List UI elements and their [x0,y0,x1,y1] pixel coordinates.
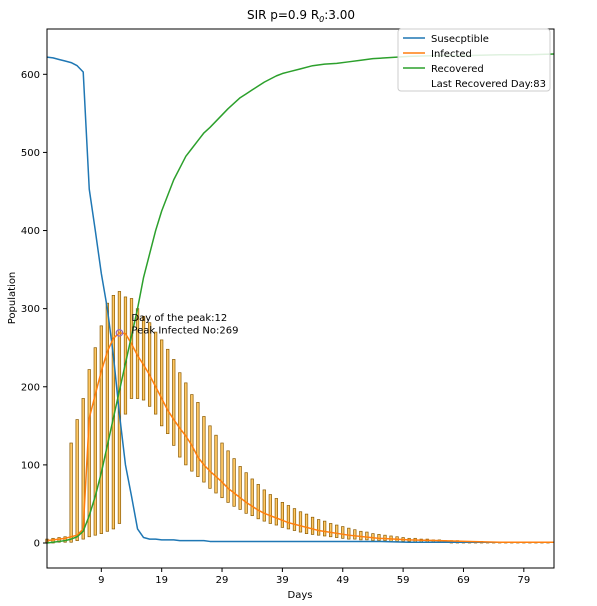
range-bar-day-50 [348,528,351,539]
range-bar-day-28 [215,435,218,493]
range-bar-day-43 [305,514,308,534]
range-bar-day-42 [299,512,302,532]
range-bar-day-47 [329,523,332,536]
peak-infected-annotation: Peak Infected No:269 [131,325,238,336]
range-bar-day-10 [106,303,109,531]
range-bar-day-37 [269,495,272,524]
range-bar-day-5 [76,420,79,541]
chart-title-main: SIR p=0.9 R [247,8,319,22]
y-tick-label-600: 600 [21,70,40,81]
legend: Susecptible Infected Recovered Last Reco… [398,29,550,91]
y-tick-label-0: 0 [34,539,40,550]
range-bar-day-34 [251,479,254,516]
range-bar-day-24 [191,395,194,472]
range-bar-day-25 [197,402,200,476]
legend-label-infected: Infected [431,49,472,60]
x-tick-label-9: 9 [98,575,104,586]
y-tick-label-400: 400 [21,226,40,237]
range-bar-day-23 [185,383,188,465]
range-bar-day-45 [317,520,320,536]
range-bar-day-30 [227,451,230,503]
range-bar-day-9 [100,326,103,534]
y-tick-label-200: 200 [21,382,40,393]
range-bar-day-22 [179,373,182,457]
range-bar-day-53 [366,532,369,540]
range-bar-day-49 [341,527,344,539]
range-bar-day-35 [257,484,260,518]
x-tick-label-59: 59 [397,575,410,586]
range-bar-day-48 [335,525,338,538]
range-bar-day-51 [354,530,357,539]
range-bar-day-52 [360,531,363,540]
range-bar-day-4 [70,443,73,542]
range-bar-day-38 [275,498,278,525]
range-bar-day-46 [323,521,326,536]
y-tick-label-500: 500 [21,148,40,159]
peak-annotation: Day of the peak:12 Peak Infected No:269 [131,313,238,337]
range-bar-day-18 [154,332,157,414]
x-axis-title: Days [288,590,313,601]
range-bar-day-20 [166,349,169,433]
chart-title-suffix: :3.00 [324,8,355,22]
range-bar-day-19 [160,340,163,426]
range-bar-day-8 [94,348,97,535]
y-tick-label-300: 300 [21,304,40,315]
range-bar-day-32 [239,466,242,509]
y-axis-title: Population [7,272,18,325]
range-bar-day-41 [293,509,296,531]
range-bar-day-40 [287,506,290,529]
range-bar-day-33 [245,473,248,514]
y-tick-label-100: 100 [21,460,40,471]
range-bar-day-13 [124,297,127,414]
range-bar-day-27 [209,426,212,488]
range-bar-day-21 [172,359,175,445]
legend-label-susceptible: Susecptible [431,34,489,45]
x-tick-label-49: 49 [336,575,349,586]
chart-title: SIR p=0.9 R0:3.00 [247,8,355,24]
range-bar-day-29 [221,443,224,498]
range-bar-day-31 [233,459,236,507]
x-tick-label-39: 39 [276,575,289,586]
legend-label-recovered: Recovered [431,64,484,75]
x-tick-label-79: 79 [517,575,530,586]
x-tick-label-69: 69 [457,575,470,586]
range-bar-day-36 [263,490,266,521]
x-tick-label-29: 29 [216,575,229,586]
range-bar-day-26 [203,416,206,482]
x-tick-label-19: 19 [155,575,168,586]
range-bar-day-39 [281,502,284,527]
peak-day-annotation: Day of the peak:12 [131,313,227,324]
legend-label-last-recovered: Last Recovered Day:83 [431,79,546,90]
range-bar-day-44 [311,517,314,534]
